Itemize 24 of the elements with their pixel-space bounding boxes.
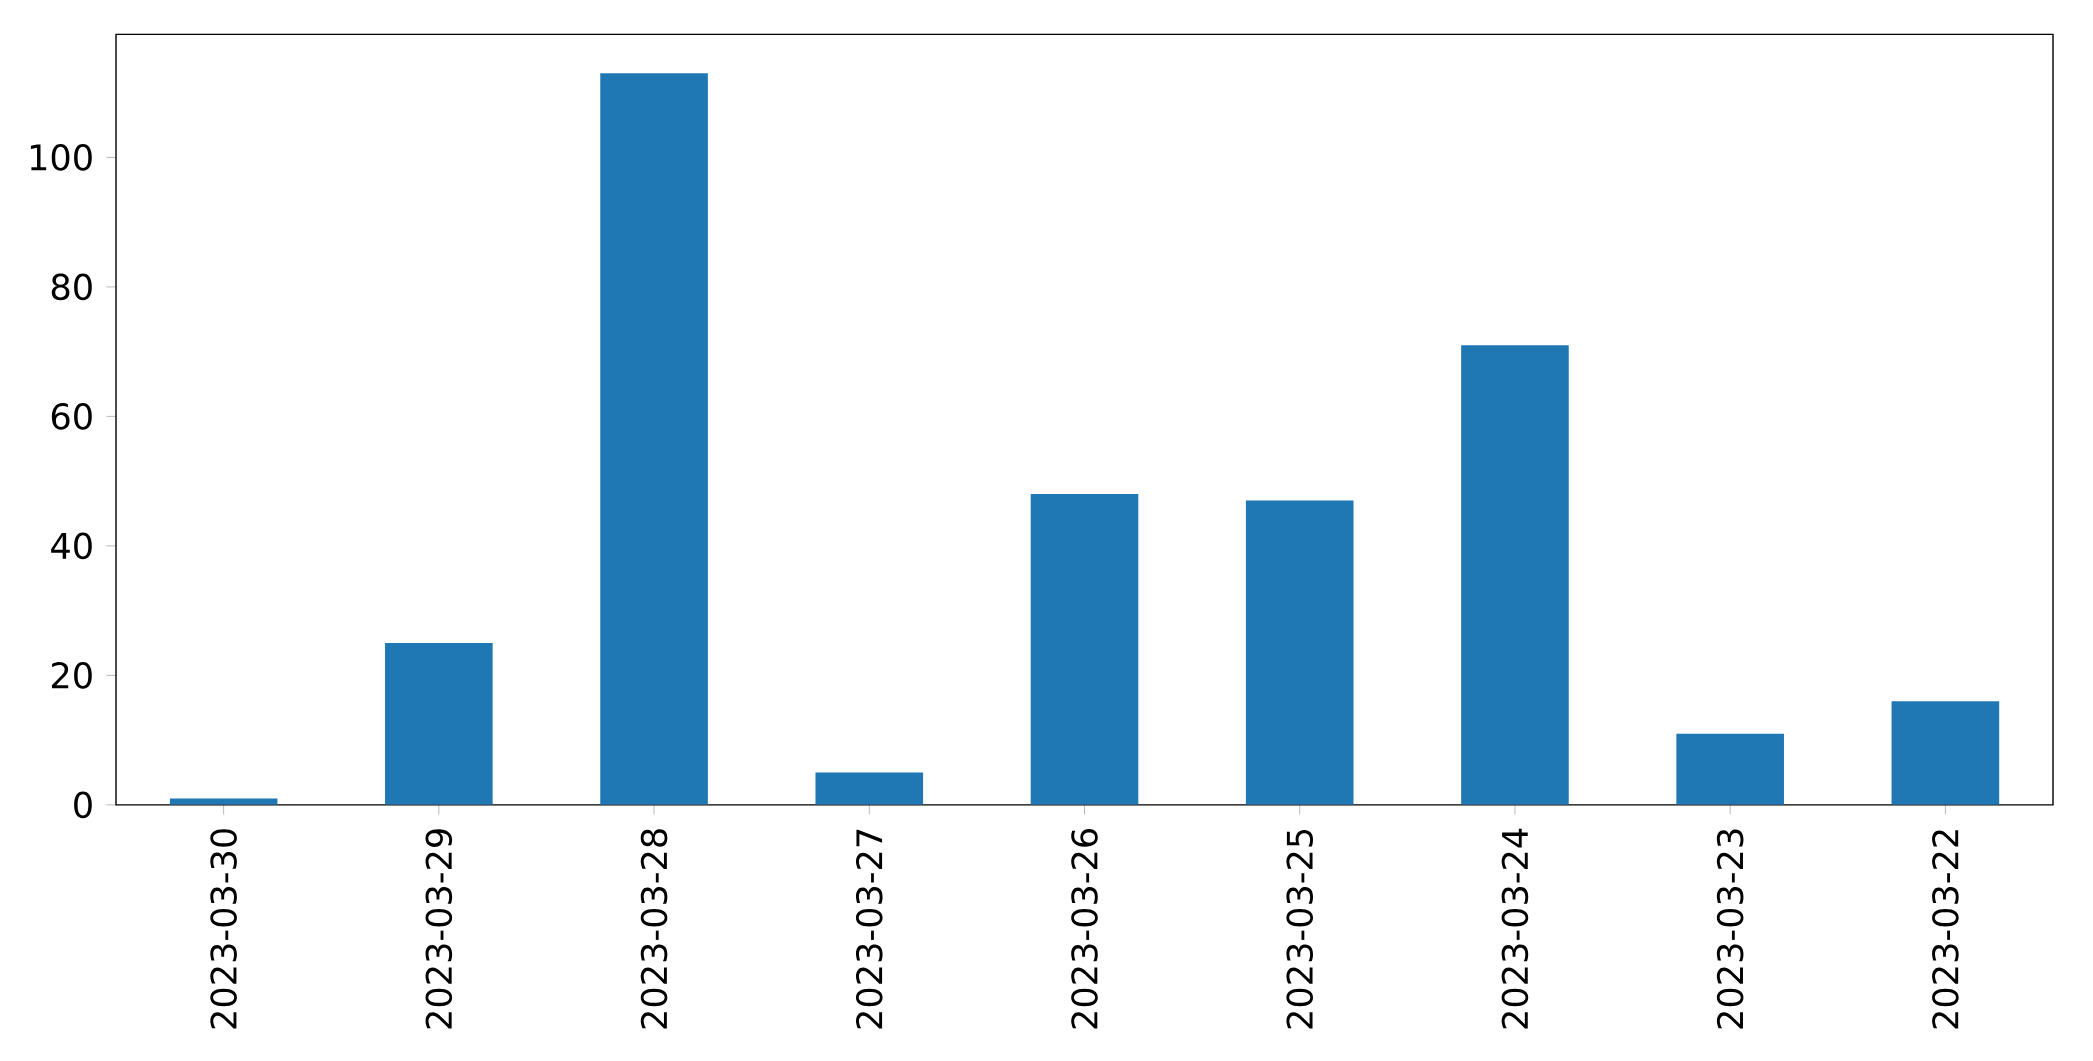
bar <box>1676 733 1784 805</box>
bar <box>385 643 493 805</box>
bar <box>600 73 708 805</box>
x-tick-label: 2023-03-27 <box>855 829 883 1029</box>
bar <box>1891 701 2000 805</box>
y-tick-label: 20 <box>51 662 92 689</box>
y-tick-label: 60 <box>51 403 92 430</box>
bar <box>815 772 924 805</box>
x-tick-label: 2023-03-25 <box>1286 829 1314 1029</box>
x-tick-label: 2023-03-26 <box>1071 829 1098 1029</box>
y-tick-label: 80 <box>51 273 92 301</box>
x-tick-label: 2023-03-23 <box>1716 829 1744 1029</box>
x-tick-label: 2023-03-29 <box>425 829 453 1029</box>
bar <box>1245 500 1354 805</box>
x-tick-label: 2023-03-24 <box>1501 828 1529 1029</box>
bar <box>1461 345 1569 805</box>
y-tick-label: 100 <box>30 144 92 171</box>
x-tick-label: 2023-03-30 <box>210 829 237 1029</box>
y-tick-label: 0 <box>74 791 92 819</box>
x-tick-label: 2023-03-22 <box>1932 830 1959 1029</box>
x-tick-label: 2023-03-28 <box>640 829 668 1029</box>
bar <box>169 798 278 805</box>
bar <box>1030 494 1139 805</box>
y-tick-label: 40 <box>51 532 92 560</box>
